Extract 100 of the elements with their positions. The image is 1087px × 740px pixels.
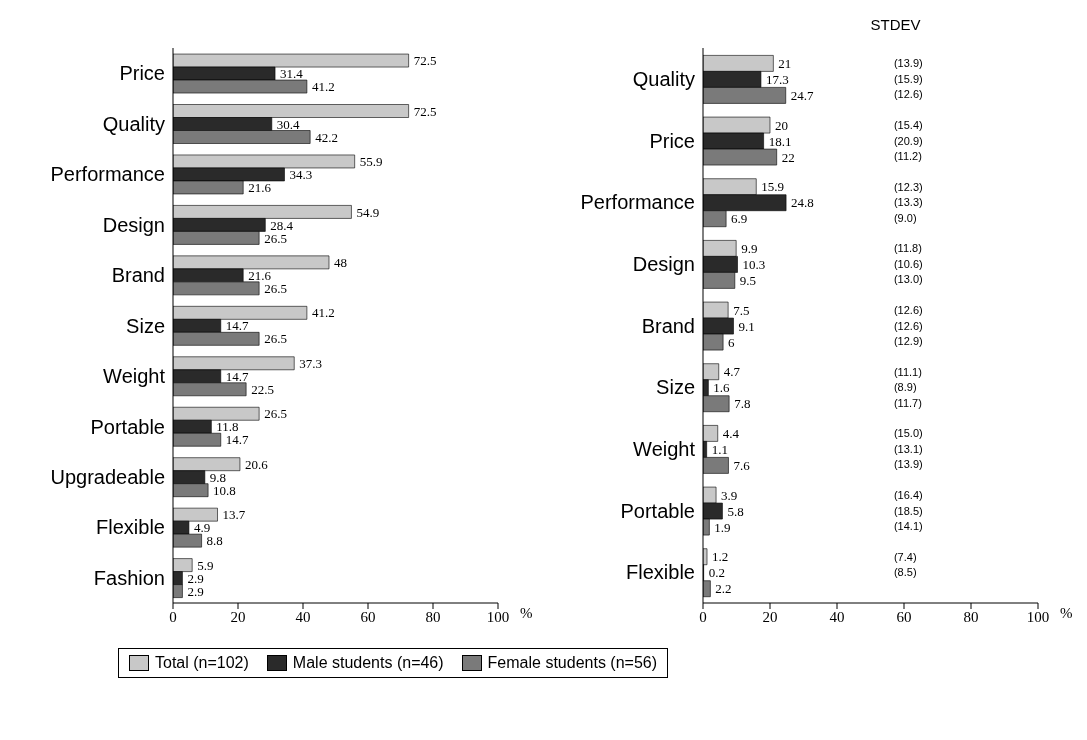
data-label: 7.6 xyxy=(733,458,751,474)
data-label: 9.8 xyxy=(209,469,227,485)
data-label: 2.2 xyxy=(715,581,732,597)
data-label: 9.5 xyxy=(739,273,757,289)
data-label: 11.8 xyxy=(216,419,239,435)
data-label: 5.9 xyxy=(197,557,214,573)
data-label: 10.3 xyxy=(742,257,766,273)
x-tick-label: 40 xyxy=(295,608,311,625)
y-tick-label: Brand xyxy=(111,264,165,287)
data-label: 72.5 xyxy=(413,53,437,69)
legend-label: Female students (n=56) xyxy=(487,654,658,672)
data-label: 4.4 xyxy=(722,426,740,442)
text: STDEV xyxy=(870,16,921,33)
data-label: 15.9 xyxy=(761,179,785,195)
data-label: 24.7 xyxy=(790,88,814,104)
y-tick-label: Portable xyxy=(620,499,695,522)
annotation: (14.1) xyxy=(893,519,923,534)
y-tick-label: Weight xyxy=(633,437,696,460)
y-tick-label: Design xyxy=(632,252,695,275)
data-label: 26.5 xyxy=(264,331,287,347)
data-label: 17.3 xyxy=(765,72,789,88)
x-tick-label: 60 xyxy=(896,608,912,625)
y-tick-label: Portable xyxy=(90,415,165,438)
data-label: 5.8 xyxy=(727,503,744,519)
data-label: 54.9 xyxy=(356,204,380,220)
data-label: 14.7 xyxy=(225,368,250,384)
data-label: 21.6 xyxy=(248,267,272,283)
data-label: 48 xyxy=(334,254,347,270)
data-label: 26.5 xyxy=(264,280,287,296)
data-label: 4.9 xyxy=(193,520,211,536)
x-tick-label: 40 xyxy=(829,608,845,625)
data-label: 6.9 xyxy=(731,211,748,227)
data-label: 26.5 xyxy=(264,230,287,246)
data-label: 7.8 xyxy=(734,396,751,412)
annotation: (7.4) xyxy=(893,549,917,564)
data-label: 2.9 xyxy=(187,570,204,586)
x-tick-label: 80 xyxy=(963,608,979,625)
y-tick-label: Flexible xyxy=(96,516,165,539)
data-label: 10.8 xyxy=(213,482,236,498)
annotation: (15.9) xyxy=(893,71,923,86)
data-label: 1.9 xyxy=(714,519,731,535)
annotation: (13.9) xyxy=(893,56,923,71)
data-label: 22.5 xyxy=(251,381,274,397)
annotation: (12.6) xyxy=(893,302,923,317)
data-label: 9.1 xyxy=(738,318,755,334)
data-label: 41.2 xyxy=(311,305,335,321)
data-label: 18.1 xyxy=(768,133,792,149)
annotation: (15.4) xyxy=(893,117,923,132)
annotation: (12.9) xyxy=(893,334,923,349)
x-tick-label: 0 xyxy=(699,608,707,625)
data-label: 4.7 xyxy=(723,364,741,380)
data-label: 21.6 xyxy=(248,180,272,196)
x-tick-label: 0 xyxy=(169,608,177,625)
y-tick-label: Upgradeable xyxy=(50,465,165,488)
y-tick-label: Performance xyxy=(580,191,695,214)
data-label: 14.7 xyxy=(225,432,250,448)
y-tick-label: Price xyxy=(119,62,165,85)
legend-label: Total (n=102) xyxy=(155,654,249,672)
y-tick-label: Brand xyxy=(641,314,695,337)
annotation: (13.1) xyxy=(893,441,923,456)
x-axis-title: % xyxy=(1060,605,1073,622)
annotation: (18.5) xyxy=(893,503,923,518)
data-label: 41.2 xyxy=(311,79,335,95)
y-tick-label: Weight xyxy=(103,365,166,388)
annotation: (12.6) xyxy=(893,318,923,333)
annotation: (13.9) xyxy=(893,457,923,472)
annotation: (11.1) xyxy=(893,364,922,379)
y-tick-label: Quality xyxy=(102,112,165,135)
annotation: (11.8) xyxy=(893,241,922,256)
annotation: (11.7) xyxy=(893,395,922,410)
data-label: 1.2 xyxy=(712,549,729,565)
y-tick-label: Design xyxy=(102,213,165,236)
data-label: 1.1 xyxy=(711,442,728,458)
data-label: 8.8 xyxy=(206,533,223,549)
data-label: 20 xyxy=(775,117,788,133)
y-tick-label: Size xyxy=(126,314,165,337)
data-label: 34.3 xyxy=(289,167,313,183)
annotation: (8.5) xyxy=(893,565,917,580)
annotation: (13.3) xyxy=(893,195,923,210)
annotation: (12.3) xyxy=(893,179,923,194)
data-label: 9.9 xyxy=(741,241,758,257)
y-tick-label: Flexible xyxy=(626,561,695,584)
annotation: (16.4) xyxy=(893,487,923,502)
x-axis-title: % xyxy=(520,605,533,622)
data-label: 37.3 xyxy=(299,355,322,371)
data-label: 42.2 xyxy=(315,129,338,145)
annotation: (9.0) xyxy=(893,210,917,225)
data-label: 30.4 xyxy=(276,116,301,132)
data-label: 21 xyxy=(778,56,792,72)
annotation: (20.9) xyxy=(893,133,923,148)
data-label: 1.6 xyxy=(713,380,731,396)
data-label: 3.9 xyxy=(721,487,738,503)
x-tick-label: 100 xyxy=(1026,608,1050,625)
data-label: 24.8 xyxy=(791,195,814,211)
annotation: (11.2) xyxy=(893,149,922,164)
data-label: 7.5 xyxy=(733,302,750,318)
data-label: 31.4 xyxy=(280,66,304,82)
x-tick-label: 20 xyxy=(230,608,246,625)
data-label: 28.4 xyxy=(270,217,294,233)
annotation: (12.6) xyxy=(893,87,923,102)
